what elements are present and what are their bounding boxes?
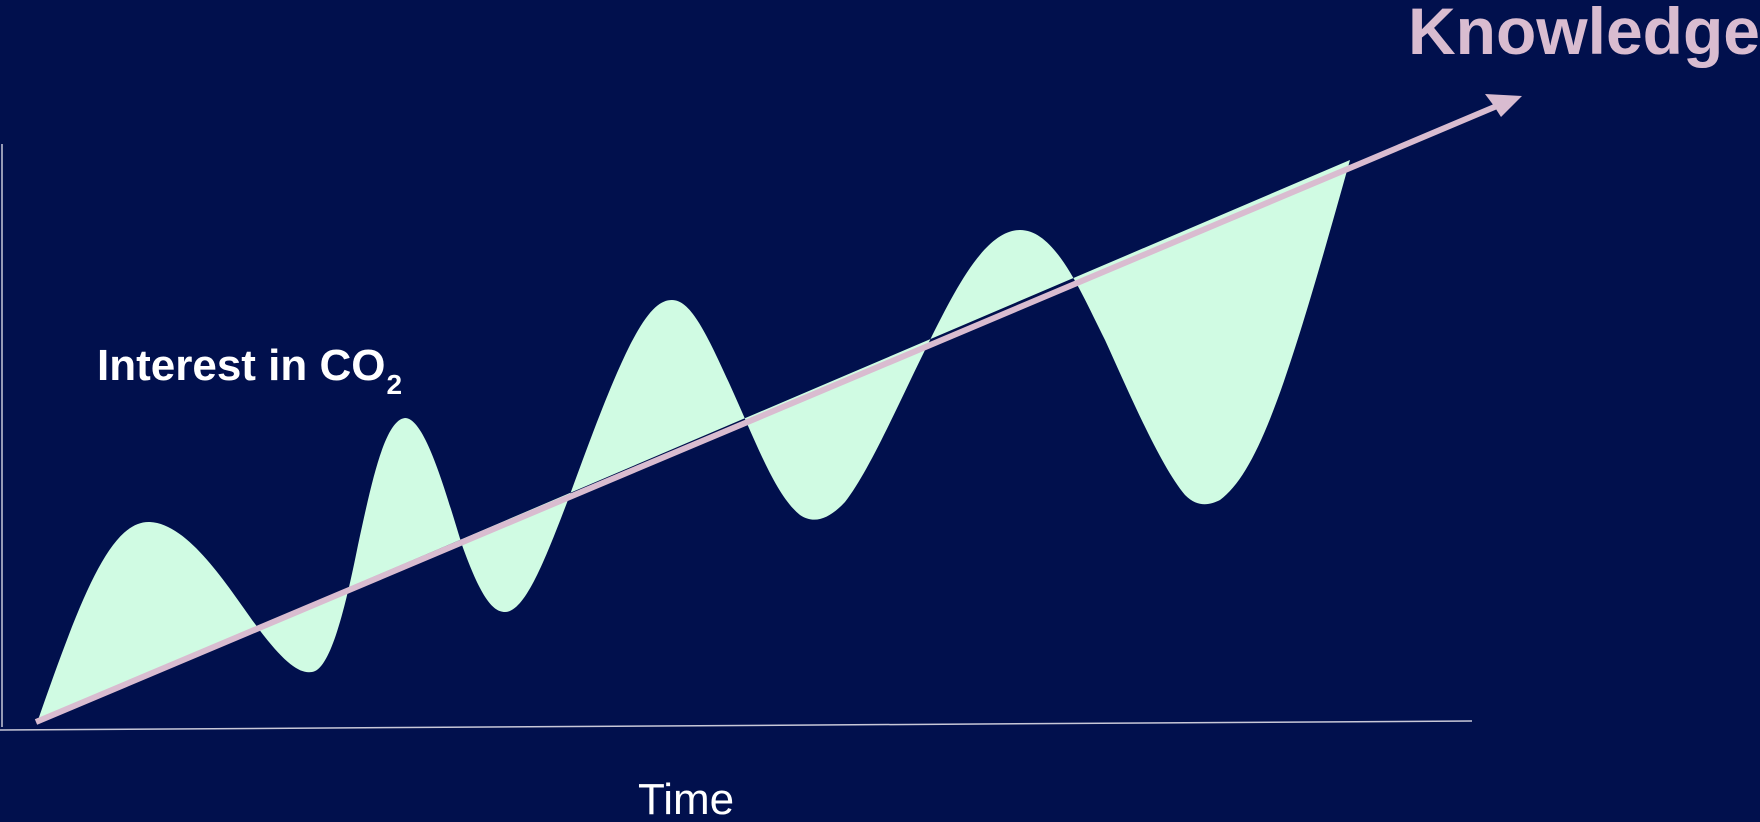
knowledge-arrow-line	[34, 100, 1506, 725]
interest-label: Interest in CO2	[97, 341, 402, 399]
interest-label-subscript: 2	[386, 369, 403, 400]
interest-label-text: Interest in CO	[97, 341, 386, 390]
x-axis	[0, 720, 1473, 731]
knowledge-label: Knowledge	[1407, 0, 1760, 68]
knowledge-arrow-head	[1485, 94, 1522, 117]
time-axis-label: Time	[638, 775, 735, 822]
